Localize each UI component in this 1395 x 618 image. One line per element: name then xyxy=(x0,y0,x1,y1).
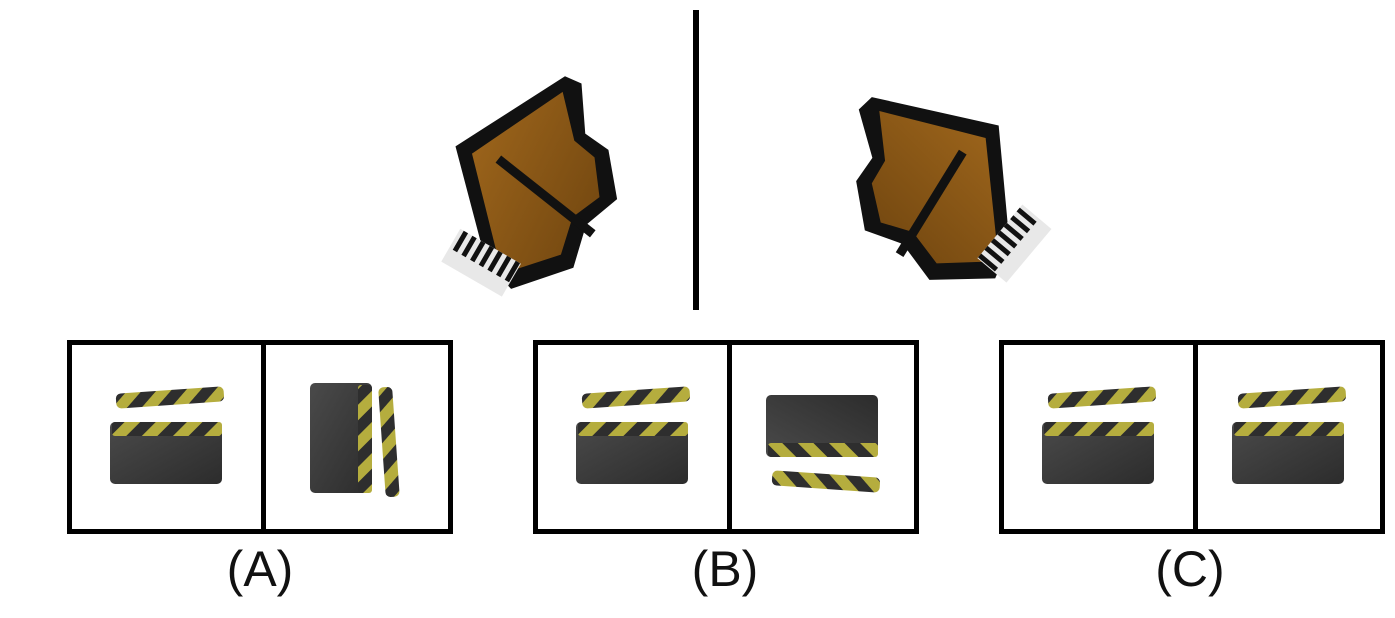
option-a-label: (A) xyxy=(226,541,294,597)
option-b-panel[interactable] xyxy=(533,340,919,534)
clapperboard-icon xyxy=(110,386,225,484)
piano-right-image xyxy=(790,25,990,255)
option-a-panel[interactable] xyxy=(67,340,453,534)
clapperboard-icon xyxy=(576,386,691,484)
clapperboard-icon xyxy=(1042,386,1157,484)
clapperboard-flipped-icon xyxy=(766,395,881,493)
option-b-label: (B) xyxy=(691,541,759,597)
option-c-panel[interactable] xyxy=(999,340,1385,534)
option-c-divider xyxy=(1193,345,1198,529)
clapperboard-icon xyxy=(1232,386,1347,484)
option-a-divider xyxy=(261,345,266,529)
option-b-divider xyxy=(727,345,732,529)
center-divider xyxy=(693,10,699,310)
piano-left-image xyxy=(425,75,625,305)
option-c-label: (C) xyxy=(1155,541,1225,597)
clapperboard-rotated-icon xyxy=(310,383,400,498)
